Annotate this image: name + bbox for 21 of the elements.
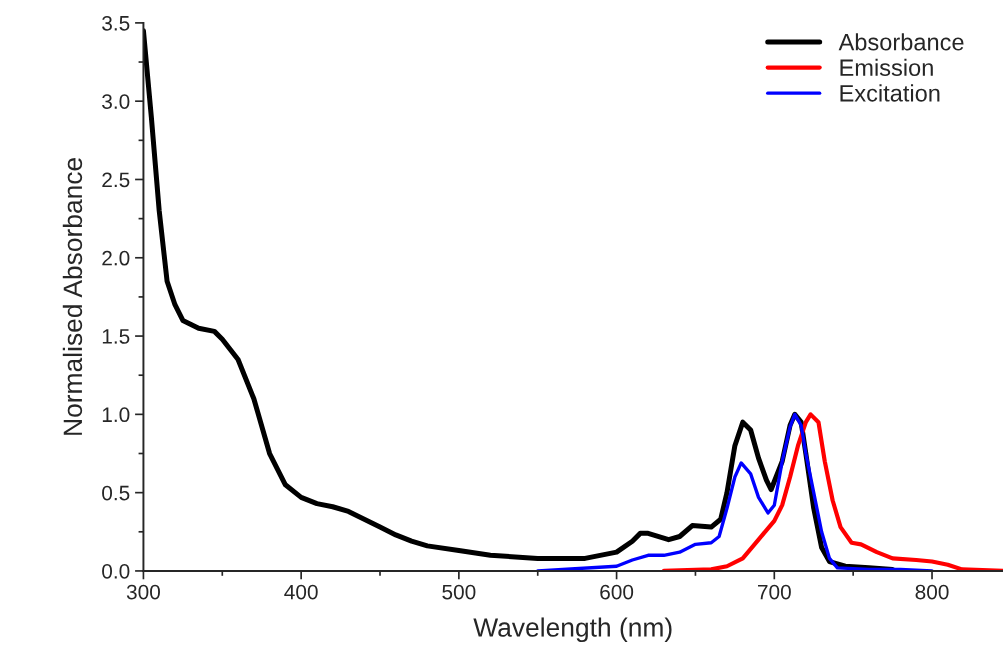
x-tick-label: 300 bbox=[126, 584, 160, 600]
y-tick-label: 2.0 bbox=[102, 250, 130, 266]
legend-label: Emission bbox=[840, 58, 933, 77]
line-series bbox=[661, 412, 1003, 571]
x-tick-label: 400 bbox=[284, 584, 318, 600]
y-axis-title: Normalised Absorbance bbox=[62, 158, 83, 435]
x-axis-title: Wavelength (nm) bbox=[473, 617, 672, 643]
x-tick-label: 600 bbox=[600, 584, 634, 600]
legend-label: Absorbance bbox=[838, 33, 964, 51]
y-tick-label: 3.0 bbox=[102, 94, 130, 109]
y-tick-label: 3.5 bbox=[102, 15, 130, 31]
line-series bbox=[536, 412, 934, 571]
legend-label: Excitation bbox=[840, 84, 940, 102]
y-tick-label: 2.5 bbox=[102, 172, 130, 188]
x-tick-label: 700 bbox=[758, 584, 791, 600]
x-tick-label: 800 bbox=[915, 584, 949, 600]
y-tick-label: 1.0 bbox=[102, 407, 130, 423]
y-tick-label: 0.0 bbox=[102, 563, 130, 579]
x-tick-label: 500 bbox=[442, 584, 476, 600]
y-tick-label: 0.5 bbox=[102, 485, 130, 501]
y-tick-label: 1.5 bbox=[102, 329, 130, 344]
